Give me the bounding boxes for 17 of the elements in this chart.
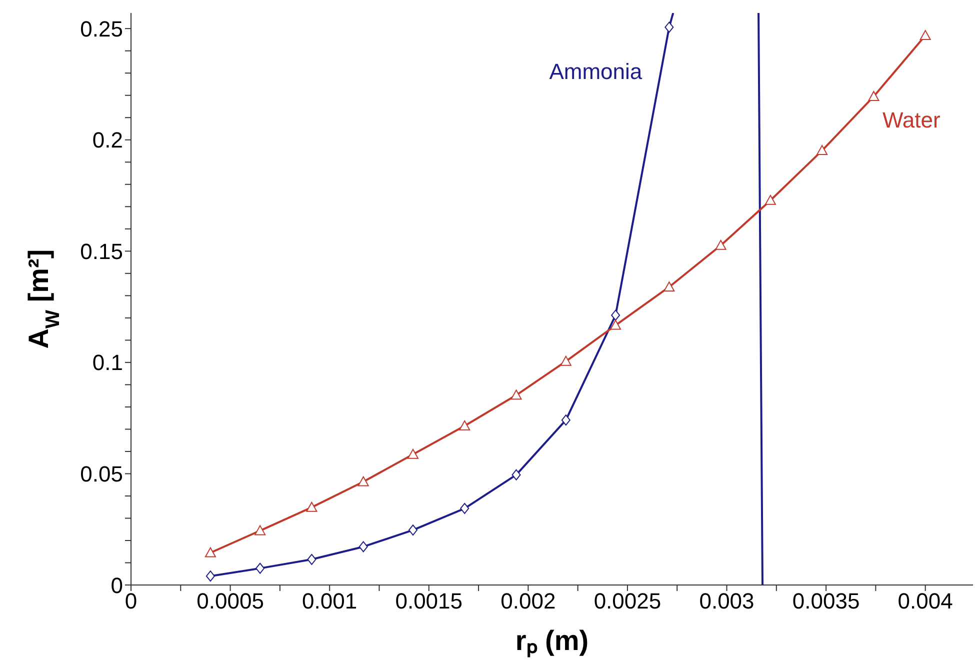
x-tick-label: 0.004 bbox=[898, 588, 953, 614]
x-tick-label: 0.002 bbox=[500, 588, 556, 614]
x-tick-label: 0.0025 bbox=[594, 588, 662, 614]
series-label: Ammonia bbox=[549, 59, 643, 84]
y-tick-label: 0.2 bbox=[92, 128, 123, 153]
series-label: Water bbox=[882, 107, 940, 132]
y-tick-label: 0.25 bbox=[80, 16, 123, 42]
y-tick-label: 0.05 bbox=[80, 462, 123, 487]
y-tick-label: 0 bbox=[110, 572, 123, 598]
x-tick-label: 0.0015 bbox=[395, 588, 463, 614]
x-tick-label: 0.001 bbox=[302, 588, 358, 614]
x-tick-label: 0.0035 bbox=[792, 588, 860, 614]
x-tick-label: 0.0005 bbox=[196, 588, 264, 614]
y-tick-label: 0.15 bbox=[80, 238, 123, 264]
y-tick-label: 0.1 bbox=[92, 350, 123, 376]
x-axis-title: rₚ (m) bbox=[515, 625, 589, 658]
x-tick-label: 0.003 bbox=[699, 588, 754, 614]
